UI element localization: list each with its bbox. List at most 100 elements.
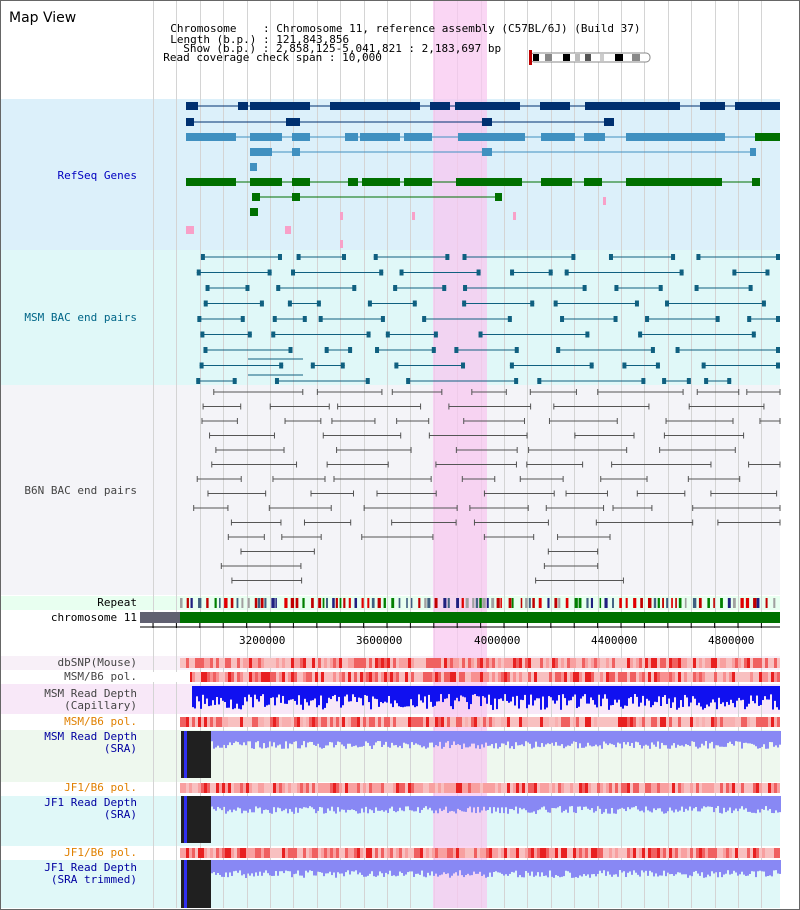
- pol-cell: [630, 717, 633, 727]
- pol-cell: [525, 783, 528, 793]
- depth-bar: [676, 686, 678, 710]
- pol-cell: [558, 658, 561, 668]
- gene-exon: [286, 118, 300, 126]
- repeat-element: [264, 598, 267, 608]
- pol-cell: [477, 783, 480, 793]
- depth-bar: [715, 796, 717, 809]
- pol-cell: [570, 672, 573, 682]
- repeat-element: [343, 598, 346, 608]
- depth-bar: [482, 686, 484, 697]
- pol-cell: [336, 658, 339, 668]
- pol-cell: [345, 783, 348, 793]
- depth-bar: [403, 796, 405, 812]
- pol-cell: [696, 783, 699, 793]
- pol-cell: [531, 717, 534, 727]
- pol-cell: [507, 783, 510, 793]
- depth-bar: [508, 686, 510, 703]
- gene-exon: [584, 133, 605, 141]
- pol-cell: [204, 783, 207, 793]
- pol-cell: [747, 672, 750, 682]
- depth-bar: [455, 731, 457, 745]
- depth-bar: [671, 731, 673, 746]
- depth-bar: [571, 796, 573, 807]
- track-label-msm-sra-1[interactable]: MSM Read Depth: [44, 730, 137, 743]
- track-label-msm-cap-1[interactable]: MSM Read Depth: [44, 687, 137, 700]
- depth-bar: [231, 796, 233, 813]
- depth-bar: [506, 686, 508, 701]
- axis-tick-4000000: 4000000: [474, 634, 521, 647]
- depth-bar: [458, 686, 460, 702]
- pol-cell: [615, 717, 618, 727]
- pol-cell: [387, 672, 390, 682]
- pol-empty: [140, 672, 190, 682]
- pol-cell: [345, 848, 348, 858]
- pol-cell: [462, 658, 465, 668]
- track-label-msm-pol-2[interactable]: MSM/B6 pol.: [64, 715, 137, 728]
- header-coverage-value: 10,000: [342, 51, 382, 64]
- track-label-refseq[interactable]: RefSeq Genes: [57, 169, 137, 182]
- repeat-element: [260, 598, 264, 608]
- track-label-dbsnp[interactable]: dbSNP(Mouse): [57, 656, 137, 669]
- repeat-element: [190, 598, 193, 608]
- track-label-b6n-bac[interactable]: B6N BAC end pairs: [24, 484, 137, 497]
- pol-cell: [642, 783, 645, 793]
- pol-cell: [384, 658, 387, 668]
- pol-cell: [315, 672, 318, 682]
- track-label-msm-bac[interactable]: MSM BAC end pairs: [24, 311, 137, 324]
- depth-bar: [532, 686, 534, 706]
- pol-cell: [339, 672, 342, 682]
- depth-bar: [333, 731, 335, 748]
- msm-bac-end: [748, 285, 753, 291]
- depth-bar: [717, 796, 719, 807]
- pol-cell: [750, 658, 753, 668]
- msm-bac-end: [375, 347, 380, 353]
- track-label-jf1-sra-1[interactable]: JF1 Read Depth: [44, 796, 137, 809]
- depth-bar: [387, 860, 389, 875]
- pol-cell: [723, 717, 726, 727]
- depth-bar: [647, 731, 649, 746]
- depth-bar: [229, 731, 231, 743]
- pol-cell: [756, 658, 759, 668]
- depth-dark-mark: [184, 796, 187, 843]
- pol-cell: [444, 783, 447, 793]
- track-label-jf1-pol-2[interactable]: JF1/B6 pol.: [64, 846, 137, 859]
- pol-cell: [513, 717, 516, 727]
- depth-bar: [233, 796, 235, 810]
- depth-bar: [643, 731, 645, 746]
- pol-cell: [651, 783, 654, 793]
- pol-cell: [357, 783, 360, 793]
- depth-bar: [549, 860, 551, 871]
- depth-bar: [711, 796, 713, 807]
- msm-bac-end: [291, 269, 296, 276]
- track-label-repeat[interactable]: Repeat: [97, 596, 137, 609]
- track-label-jf1-trim-1[interactable]: JF1 Read Depth: [44, 861, 137, 874]
- depth-bar: [210, 686, 212, 706]
- pol-cell: [573, 783, 576, 793]
- pol-cell: [393, 658, 396, 668]
- depth-bar: [641, 796, 643, 811]
- depth-bar: [597, 860, 599, 874]
- depth-bar: [493, 796, 495, 808]
- pol-cell: [243, 717, 246, 727]
- depth-bar: [583, 860, 585, 875]
- track-label-jf1-pol-1[interactable]: JF1/B6 pol.: [64, 781, 137, 794]
- pol-cell: [207, 658, 210, 668]
- gene-exon: [752, 178, 760, 186]
- msm-bac-end: [727, 378, 732, 384]
- pol-cell: [372, 717, 375, 727]
- pol-cell: [309, 672, 312, 682]
- pol-cell: [420, 672, 423, 682]
- gene-exon: [585, 102, 680, 110]
- grid-line: [738, 0, 739, 908]
- depth-bar: [757, 796, 759, 810]
- track-label-msm-pol-1[interactable]: MSM/B6 pol.: [64, 670, 137, 683]
- depth-bar: [397, 731, 399, 748]
- depth-bar: [373, 796, 375, 813]
- depth-bar: [551, 860, 553, 877]
- pol-cell: [729, 672, 732, 682]
- pol-cell: [414, 848, 417, 858]
- pol-cell: [210, 848, 213, 858]
- pol-cell: [426, 848, 429, 858]
